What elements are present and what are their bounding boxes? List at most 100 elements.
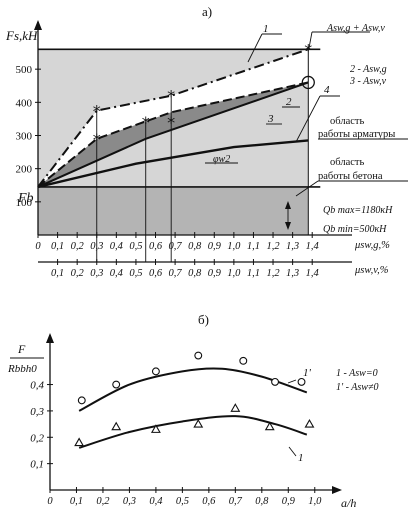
circle-marker <box>151 367 160 376</box>
x-tick-label: 0,4 <box>110 241 124 252</box>
qmin-label: Qb min=500кН <box>323 224 387 235</box>
x-tick-label: 0,2 <box>96 496 110 507</box>
y-axis-arrow <box>34 20 42 30</box>
ticks: 100 200 300 400 500 0 0,1 0,1 0,2 0,2 0,3 0,3 0,4 0,4… <box>16 64 320 279</box>
triangle-marker <box>111 421 122 431</box>
legend-2: 2 - Asw,g <box>350 64 387 75</box>
x-tick-label: 0 <box>47 496 53 507</box>
circle-marker <box>301 75 315 90</box>
x-tick-label: 0,5 <box>129 241 142 252</box>
grid-lines <box>38 48 321 262</box>
qmax-label: Qb max=1180кН <box>323 205 393 216</box>
x2-tick-label: 0,5 <box>129 268 142 279</box>
y-tick-label: 0,2 <box>30 432 44 444</box>
panel-a-label: a) <box>202 4 212 19</box>
curve-1 <box>37 48 309 188</box>
markers: * * * * * * <box>93 40 315 149</box>
x-axis2-label: μsw,v,% <box>354 265 389 276</box>
triangle-marker <box>264 421 275 431</box>
x-tick-label: 0,9 <box>208 241 222 252</box>
x-tick-label: 0,8 <box>188 241 202 252</box>
x2-tick-label: 0,1 <box>51 268 64 279</box>
legend-1: 1 - Asw=0 <box>336 368 378 379</box>
circle-marker <box>239 356 248 365</box>
leader-1b <box>247 33 263 63</box>
x2-tick-label: 1,4 <box>306 268 320 279</box>
x-tick-label: 0,6 <box>202 496 216 507</box>
callout-4: 4 <box>324 84 330 96</box>
x2-tick-label: 1,0 <box>227 268 241 279</box>
y-tick-label: 200 <box>16 164 33 176</box>
x-tick-label: 0,6 <box>149 241 163 252</box>
triangle-marker <box>304 418 315 428</box>
y-axis-label: Fs,kH <box>5 28 38 43</box>
area-concrete-line1: область <box>330 157 364 168</box>
leader-top-b <box>308 31 313 49</box>
x-tick-label: 0 <box>35 241 41 252</box>
star-marker: * <box>142 113 150 132</box>
x-tick-label: 0,3 <box>123 496 136 507</box>
x-axis-label: a/h <box>341 496 356 510</box>
x2-tick-label: 0,8 <box>188 268 202 279</box>
y-axis-arrow <box>46 333 54 343</box>
circle-marker <box>77 396 86 405</box>
area-concrete-line2: работы бетона <box>318 171 383 182</box>
x2-tick-label: 1,2 <box>266 268 280 279</box>
panel-b-label: б) <box>198 312 209 327</box>
leader-1prime <box>287 379 297 384</box>
x-tick-label: 0,4 <box>149 496 163 507</box>
x2-tick-label: 0,9 <box>208 268 222 279</box>
y-tick-label: 500 <box>16 64 33 76</box>
area-rebar-line1: область <box>330 116 364 127</box>
x-tick-label: 0,1 <box>51 241 64 252</box>
y-tick-label: 100 <box>16 197 33 209</box>
x-tick-label: 1,3 <box>286 241 299 252</box>
triangle-marker <box>230 403 241 412</box>
x-tick-label: 0,5 <box>176 496 189 507</box>
callout-top: Asw,g + Asw,v <box>326 23 385 34</box>
x-tick-label: 0,2 <box>71 241 85 252</box>
callout-3: 3 <box>267 113 274 125</box>
callout-2: 2 <box>286 96 292 108</box>
legend-3: 3 - Asw,v <box>349 76 387 87</box>
leader-1 <box>288 446 297 457</box>
x-axis-arrow <box>332 486 342 494</box>
y-tick-label: 0,3 <box>30 406 44 418</box>
curve-4 <box>37 139 309 189</box>
phi-label: φw2 <box>213 154 230 165</box>
ticks: 0,1 0,2 0,3 0,4 0 0,1 0,2 0,3 0,4 0,5 0,6 0,7 0,8 0,9… <box>30 380 322 507</box>
y-label-numerator: F <box>17 342 26 356</box>
circle-marker <box>194 351 203 360</box>
x-tick-label: 0,7 <box>169 241 183 252</box>
circle-marker <box>271 377 279 386</box>
white-band <box>38 49 309 187</box>
curve-3 <box>37 81 309 188</box>
x-tick-label: 1,2 <box>266 241 280 252</box>
circle-marker <box>297 377 306 386</box>
x-tick-label: 1,4 <box>306 241 320 252</box>
concrete-work-area <box>38 186 309 235</box>
y-tick-label: 400 <box>16 97 33 109</box>
markers <box>74 351 315 447</box>
x2-tick-label: 0,2 <box>71 268 85 279</box>
y-tick-label: 300 <box>16 131 33 143</box>
triangle-marker <box>74 437 85 447</box>
x-tick-label: 1,0 <box>308 496 322 507</box>
star-marker: * <box>167 87 175 106</box>
curve-label-1: 1 <box>298 452 304 464</box>
x2-tick-label: 0,3 <box>90 268 103 279</box>
fb-label: Fb <box>17 191 34 206</box>
x-tick-label: 1,0 <box>227 241 241 252</box>
x2-tick-label: 0,4 <box>110 268 124 279</box>
star-marker: * <box>93 130 101 149</box>
y-tick-label: 0,4 <box>30 380 44 392</box>
curve-1prime <box>78 367 308 412</box>
x-tick-label: 0,8 <box>255 496 269 507</box>
x2-tick-label: 0,6 <box>149 268 163 279</box>
leader-concrete-b <box>295 180 319 197</box>
star-marker: * <box>167 113 175 132</box>
leader-4b <box>295 95 321 143</box>
concrete-arrow-head <box>285 222 291 230</box>
curves <box>78 367 308 457</box>
curves <box>37 31 408 230</box>
